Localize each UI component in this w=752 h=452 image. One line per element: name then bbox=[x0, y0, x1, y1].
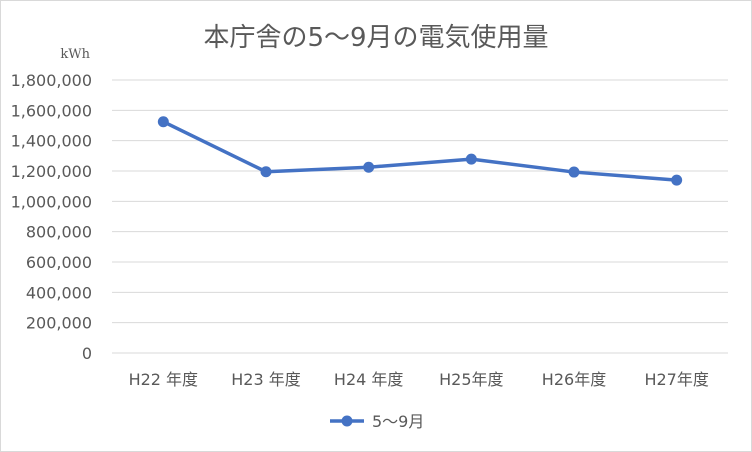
x-tick-label: H23 年度 bbox=[231, 370, 300, 389]
y-tick-label: 800,000 bbox=[26, 223, 92, 242]
x-tick-label: H22 年度 bbox=[129, 370, 198, 389]
y-unit-label: kWh bbox=[60, 47, 90, 62]
y-axis-ticks: 0 200,000 400,000 600,000 800,000 1,000,000 1,… bbox=[11, 71, 92, 363]
y-tick-label: 1,000,000 bbox=[11, 192, 92, 211]
x-axis-ticks: H22 年度 H23 年度 H24 年度 H25年度 H26年度 H27年度 bbox=[129, 370, 709, 389]
data-point bbox=[363, 161, 375, 173]
y-tick-label: 1,400,000 bbox=[11, 132, 92, 151]
y-tick-label: 1,800,000 bbox=[11, 71, 92, 90]
legend-label: 5～9月 bbox=[372, 412, 424, 431]
y-tick-label: 1,600,000 bbox=[11, 101, 92, 120]
gridlines bbox=[112, 79, 728, 354]
x-tick-label: H27年度 bbox=[644, 370, 708, 389]
legend: 5～9月 bbox=[330, 412, 424, 431]
data-point bbox=[260, 166, 272, 178]
y-tick-label: 1,200,000 bbox=[11, 162, 92, 181]
y-tick-label: 600,000 bbox=[26, 253, 92, 272]
legend-marker bbox=[341, 415, 353, 427]
y-tick-label: 400,000 bbox=[26, 283, 92, 302]
series-line bbox=[162, 120, 677, 182]
data-point bbox=[671, 174, 683, 186]
data-point bbox=[568, 166, 580, 178]
y-tick-label: 200,000 bbox=[26, 314, 92, 333]
data-point bbox=[157, 116, 169, 128]
chart-title: 本庁舎の5～9月の電気使用量 bbox=[203, 23, 548, 53]
x-tick-label: H26年度 bbox=[542, 370, 606, 389]
x-tick-label: H24 年度 bbox=[334, 370, 403, 389]
series-layer bbox=[157, 116, 683, 186]
y-tick-label: 0 bbox=[82, 344, 92, 363]
x-tick-label: H25年度 bbox=[439, 370, 503, 389]
data-point bbox=[465, 153, 477, 165]
